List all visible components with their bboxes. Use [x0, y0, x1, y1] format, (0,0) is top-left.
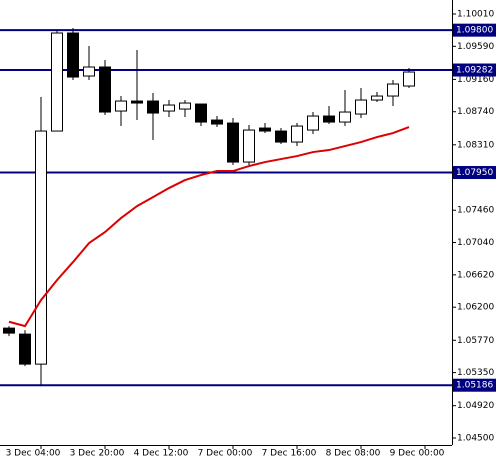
- y-tick-label: 1.05770: [457, 336, 494, 346]
- y-tick-label: 1.05350: [457, 368, 494, 378]
- candle-body: [323, 115, 335, 123]
- candle-body: [131, 100, 143, 104]
- y-tick-label: 1.08310: [457, 140, 494, 150]
- candle-body: [275, 130, 287, 143]
- candle-body: [291, 125, 303, 143]
- candle-body: [83, 66, 95, 77]
- candle-body: [3, 327, 15, 334]
- candle-body: [211, 119, 223, 125]
- x-tick-label: 9 Dec 00:00: [390, 449, 445, 459]
- candle-body: [307, 115, 319, 131]
- candle-body: [355, 99, 367, 115]
- candle-body: [403, 71, 415, 87]
- level-label-box: [453, 63, 496, 77]
- candle-body: [51, 32, 63, 132]
- candle-body: [259, 127, 271, 132]
- candle-body: [35, 130, 47, 365]
- candle-body: [147, 100, 159, 114]
- candle-body: [67, 32, 79, 78]
- x-tick-label: 8 Dec 08:00: [326, 449, 381, 459]
- y-tick-label: 1.06200: [457, 303, 494, 313]
- x-tick-label: 3 Dec 20:00: [70, 449, 125, 459]
- y-tick-label: 1.09590: [457, 42, 494, 52]
- candle-body: [179, 102, 191, 110]
- y-tick-label: 1.10010: [457, 10, 494, 20]
- x-tick-label: 7 Dec 16:00: [262, 449, 317, 459]
- y-tick-label: 1.04920: [457, 401, 494, 411]
- candle-body: [227, 122, 239, 163]
- level-label-box: [453, 378, 496, 392]
- y-tick-label: 1.04500: [457, 433, 494, 443]
- x-tick-label: 7 Dec 00:00: [198, 449, 253, 459]
- x-tick-label: 3 Dec 04:00: [6, 449, 61, 459]
- candle-body: [371, 95, 383, 101]
- candle-body: [243, 129, 255, 163]
- y-tick-label: 1.08740: [457, 107, 494, 117]
- level-label: 1.09800: [456, 26, 493, 36]
- candle-body: [163, 104, 175, 112]
- level-label: 1.05186: [456, 381, 493, 391]
- candle-body: [99, 66, 111, 113]
- y-tick-label: 1.07040: [457, 238, 494, 248]
- level-label: 1.07950: [456, 168, 493, 178]
- moving-average: [8, 126, 410, 328]
- level-label-box: [453, 23, 496, 37]
- x-tick-label: 4 Dec 12:00: [134, 449, 189, 459]
- candle-body: [19, 333, 31, 365]
- candle-body: [195, 103, 207, 123]
- level-label: 1.09282: [456, 66, 493, 76]
- candle-body: [387, 83, 399, 97]
- y-tick-label: 1.06620: [457, 270, 494, 280]
- level-label-box: [453, 166, 496, 180]
- y-tick-label: 1.09160: [457, 75, 494, 85]
- candle-body: [339, 111, 351, 123]
- candle-body: [115, 100, 127, 112]
- y-tick-label: 1.07460: [457, 206, 494, 216]
